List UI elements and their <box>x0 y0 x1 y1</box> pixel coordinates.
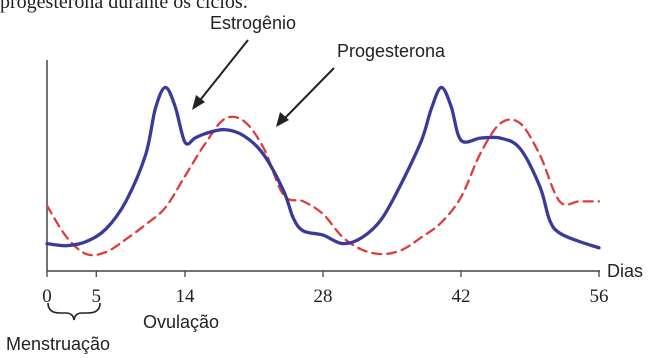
x-tick-label: 56 <box>590 286 609 307</box>
x-tick-label: 0 <box>42 286 52 307</box>
estrogen-arrow <box>192 39 249 110</box>
menstruation-label: Menstruação <box>6 334 110 354</box>
header-fragment: progesterona durante os ciclos. <box>0 0 248 13</box>
ovulation-label: Ovulação <box>143 312 219 332</box>
x-tick-label: 42 <box>452 286 471 307</box>
menstruation-brace <box>47 302 101 321</box>
x-tick-label: 14 <box>176 286 196 307</box>
estrogen-label: Estrogênio <box>210 13 296 33</box>
x-tick-label: 28 <box>314 286 333 307</box>
series-line-estrogen <box>45 85 601 250</box>
series-line-progesterone <box>45 115 601 257</box>
x-tick-label: 5 <box>92 286 102 307</box>
x-tick-labels: 0 5 14 28 42 56 <box>42 286 608 307</box>
x-axis-label: Dias <box>607 261 643 281</box>
progesterone-label: Progesterona <box>337 41 446 61</box>
progesterone-arrow <box>276 67 335 127</box>
x-ticks <box>46 271 600 277</box>
axes <box>46 60 600 272</box>
series-layer <box>45 85 601 257</box>
